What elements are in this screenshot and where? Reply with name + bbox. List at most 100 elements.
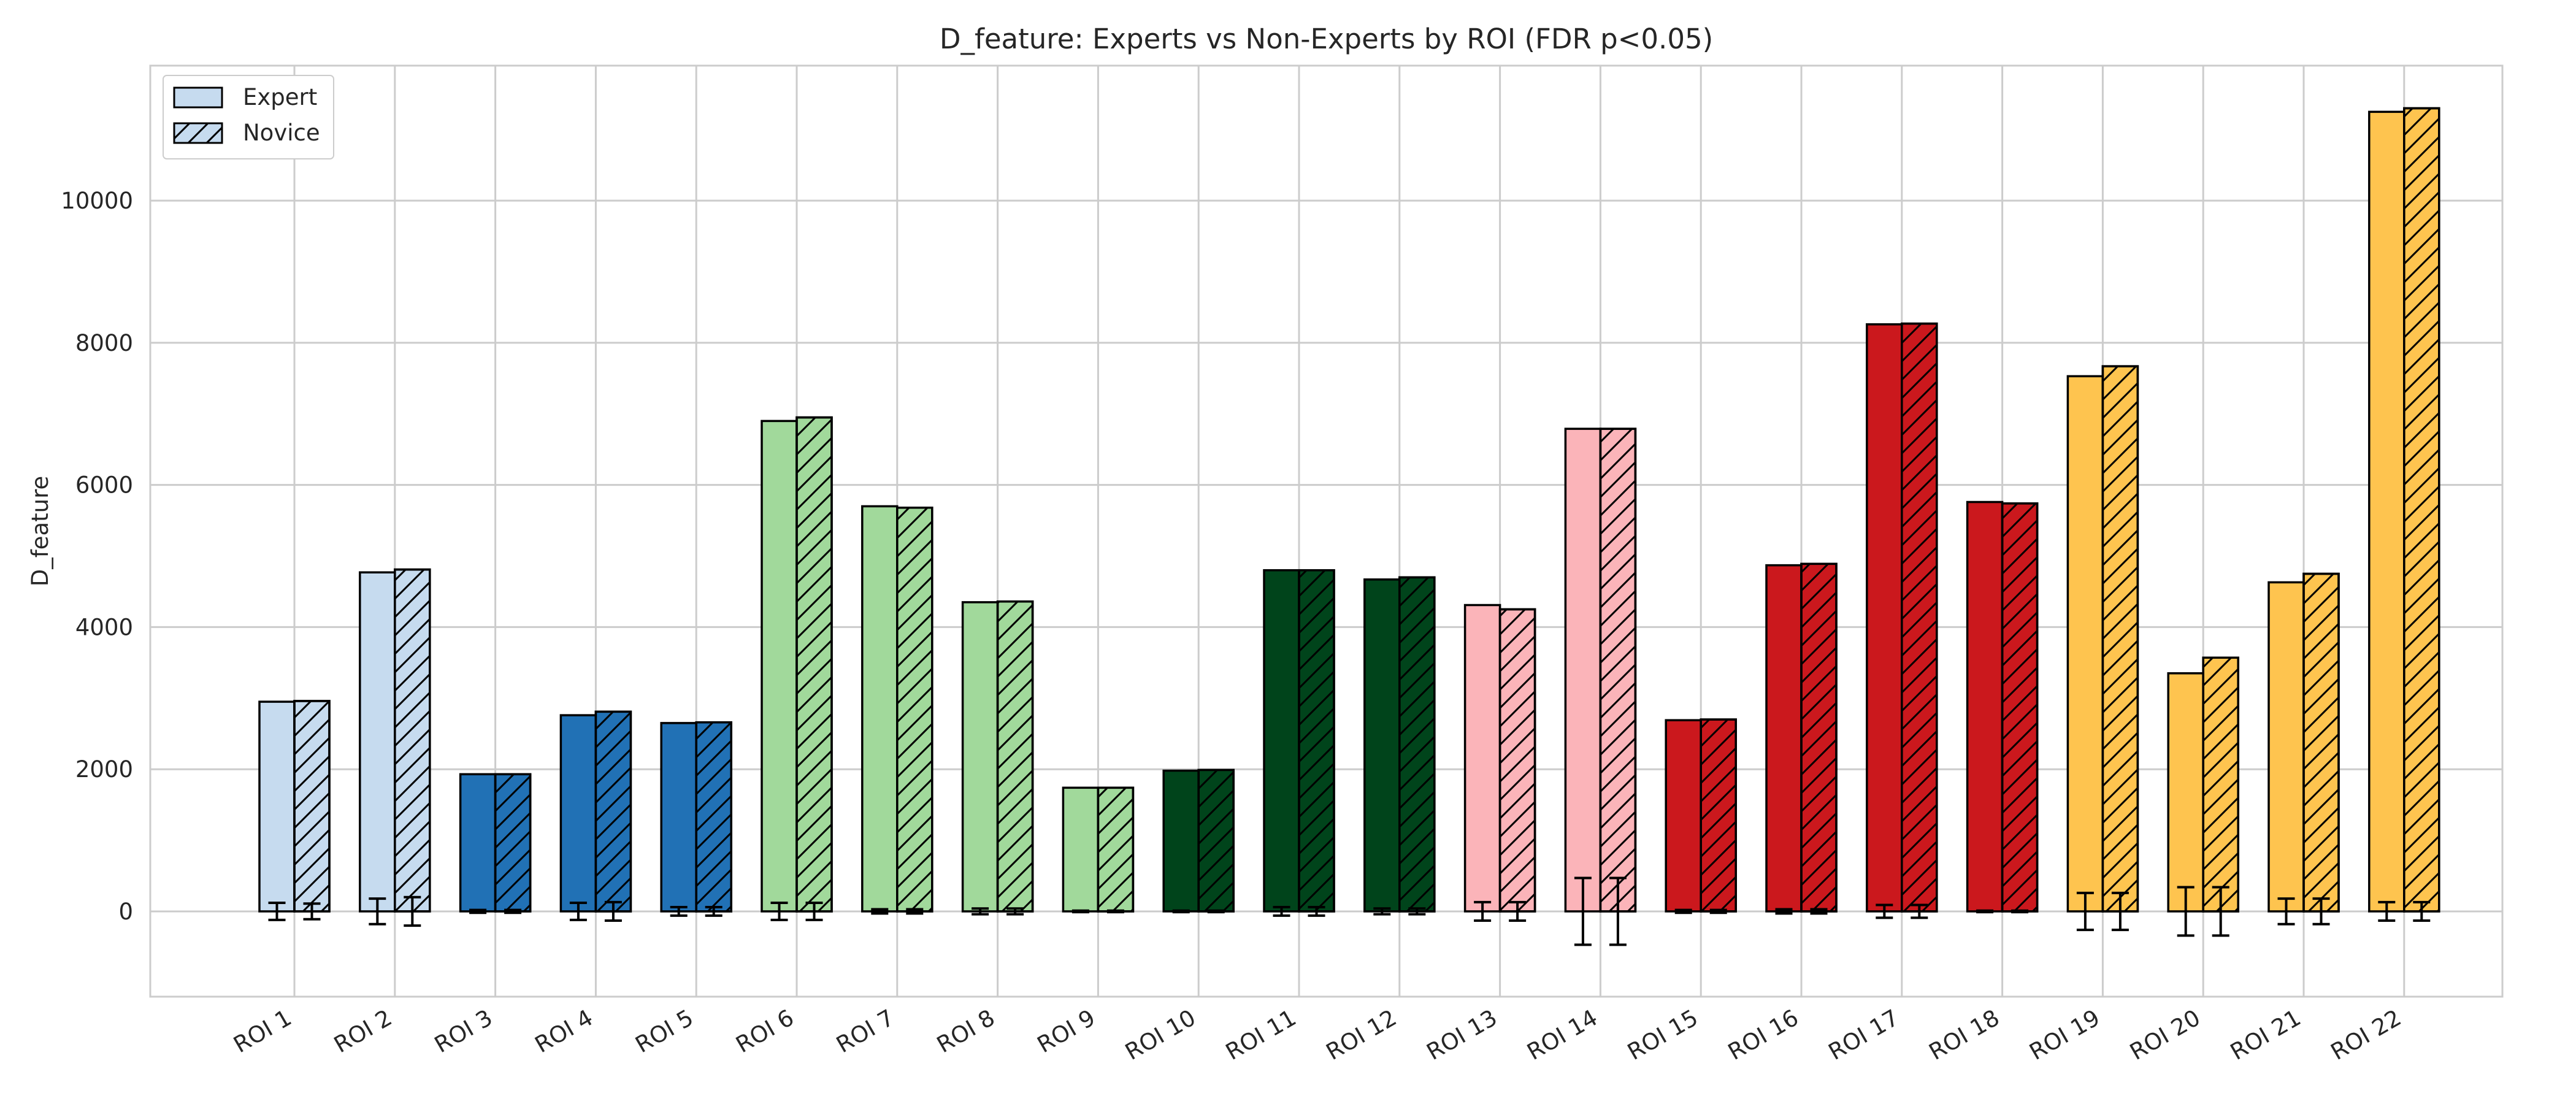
chart-title: D_feature: Experts vs Non-Experts by ROI… (940, 23, 1713, 55)
bar-hatch-novice-14 (1599, 427, 1637, 913)
y-tick-label: 4000 (75, 614, 133, 640)
error-bar-novice-4 (604, 900, 622, 922)
x-tick-label: ROI 13 (1422, 1005, 1501, 1066)
bar-expert-18 (1966, 500, 2004, 913)
bar-hatch-novice-8 (996, 600, 1034, 913)
error-bar-expert-15 (1674, 908, 1692, 914)
x-tick-label: ROI 19 (2025, 1005, 2104, 1066)
bar-expert-14 (1564, 427, 1602, 913)
x-tick-labels: ROI 1 ROI 2 ROI 3 ROI 4 ROI 5 ROI 6 ROI 7 ROI 8… (229, 1005, 2405, 1066)
error-bar-expert-7 (871, 908, 889, 915)
bar-hatch-novice-5 (695, 721, 732, 913)
bar-expert-12 (1363, 578, 1401, 913)
error-bar-expert-20 (2177, 886, 2195, 937)
x-tick-label: ROI 20 (2125, 1005, 2204, 1066)
bar-hatch-novice-3 (494, 773, 532, 913)
x-tick-label: ROI 14 (1522, 1005, 1601, 1066)
error-bar-novice-13 (1509, 900, 1527, 922)
bar-expert-20 (2167, 672, 2204, 913)
x-tick-label: ROI 12 (1322, 1005, 1401, 1066)
error-bar-expert-10 (1172, 909, 1190, 914)
bar-hatch-novice-15 (1700, 718, 1737, 913)
bar-hatch-novice-16 (1800, 562, 1838, 913)
y-tick-label: 10000 (61, 188, 133, 214)
bar-expert-17 (1866, 323, 1903, 913)
error-bar-novice-10 (1207, 909, 1225, 914)
x-tick-label: ROI 15 (1623, 1005, 1702, 1066)
x-tick-label: ROI 10 (1121, 1005, 1200, 1066)
error-bar-novice-6 (805, 902, 823, 921)
bar-hatch-novice-7 (896, 507, 933, 913)
x-tick-label: ROI 8 (932, 1005, 999, 1059)
x-tick-label: ROI 1 (229, 1005, 296, 1059)
bar-hatch-novice-17 (1901, 322, 1938, 913)
error-bar-novice-17 (1911, 903, 1928, 919)
bar-hatch-novice-2 (394, 568, 431, 913)
error-bar-expert-12 (1373, 907, 1391, 916)
bar-expert-1 (258, 700, 296, 913)
error-bar-expert-21 (2277, 897, 2295, 926)
legend-label: Expert (243, 84, 317, 110)
bar-hatch-novice-1 (293, 700, 331, 913)
error-bar-expert-3 (469, 908, 487, 914)
bar-expert-13 (1463, 604, 1501, 913)
error-bar-novice-14 (1609, 876, 1627, 946)
bar-expert-10 (1162, 769, 1200, 913)
bar-expert-7 (861, 505, 899, 913)
bar-expert-19 (2066, 375, 2104, 913)
error-bar-novice-22 (2413, 900, 2431, 922)
bar-expert-8 (961, 601, 999, 913)
error-bar-novice-1 (303, 902, 321, 921)
y-tick-label: 0 (118, 899, 133, 925)
y-tick-labels: 0 2000 4000 6000 8000 10000 (61, 188, 133, 925)
bar-expert-16 (1765, 564, 1803, 913)
bar-hatch-novice-10 (1197, 769, 1235, 913)
bar-hatch-novice-6 (795, 416, 833, 913)
error-bar-novice-3 (504, 908, 522, 914)
bar-hatch-novice-9 (1097, 786, 1135, 913)
error-bar-expert-1 (268, 902, 286, 921)
error-bar-novice-11 (1308, 905, 1325, 917)
error-bar-expert-18 (1976, 909, 1994, 914)
bar-hatch-novice-11 (1298, 569, 1335, 913)
error-bar-expert-8 (972, 907, 989, 916)
bar-expert-3 (459, 773, 497, 913)
error-bar-novice-18 (2011, 909, 2029, 914)
error-bar-expert-13 (1474, 900, 1492, 922)
error-bar-novice-20 (2212, 886, 2229, 937)
error-bar-novice-15 (1709, 908, 1727, 914)
x-tick-label: ROI 6 (731, 1005, 798, 1059)
x-tick-label: ROI 17 (1824, 1005, 1903, 1066)
x-tick-label: ROI 22 (2326, 1005, 2405, 1066)
bar-expert-21 (2267, 581, 2305, 913)
bar-hatch-novice-13 (1498, 608, 1536, 913)
legend-label: Novice (243, 120, 320, 146)
error-bar-novice-9 (1106, 909, 1124, 914)
legend-swatch (173, 86, 223, 109)
error-bar-expert-14 (1574, 876, 1592, 946)
error-bar-novice-2 (404, 895, 421, 927)
x-tick-label: ROI 4 (531, 1005, 597, 1059)
error-bars-layer (268, 876, 2431, 946)
bar-expert-22 (2368, 110, 2405, 913)
bar-expert-4 (559, 714, 597, 913)
y-axis-label: D_feature (27, 476, 53, 587)
bar-hatch-novice-22 (2403, 107, 2440, 913)
x-tick-label: ROI 5 (631, 1005, 698, 1059)
legend-swatch-hatch (173, 122, 223, 144)
x-tick-label: ROI 18 (1925, 1005, 2004, 1066)
bar-hatch-novice-20 (2202, 656, 2239, 913)
error-bar-novice-12 (1408, 907, 1426, 916)
bar-expert-11 (1263, 569, 1300, 913)
error-bar-novice-5 (705, 905, 723, 917)
bar-hatch-novice-12 (1398, 576, 1436, 913)
error-bar-novice-8 (1006, 907, 1024, 916)
bar-expert-6 (761, 420, 798, 913)
bar-expert-5 (660, 722, 697, 913)
error-bar-expert-4 (569, 902, 587, 921)
error-bar-novice-21 (2312, 897, 2330, 926)
bar-hatch-novice-18 (2001, 502, 2039, 913)
plot-frame (149, 64, 2504, 998)
y-tick-label: 2000 (75, 756, 133, 783)
